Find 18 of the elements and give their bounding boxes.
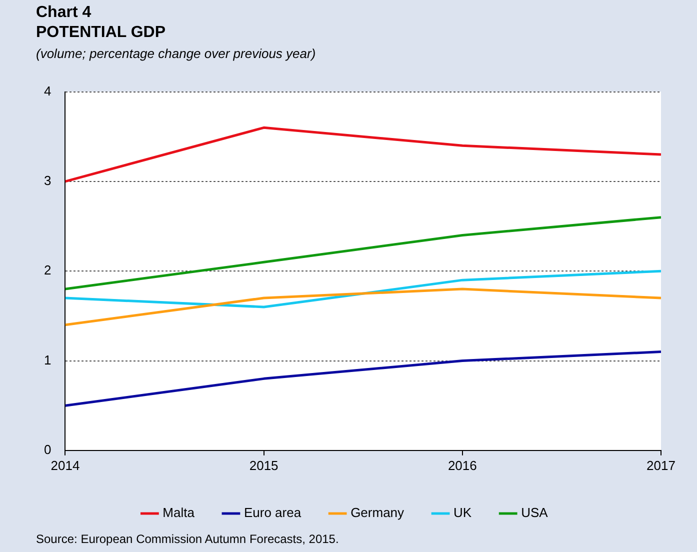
y-tick-label: 3 (44, 173, 52, 188)
y-tick-label: 4 (44, 83, 52, 98)
chart-subtitle: POTENTIAL GDP (36, 24, 166, 42)
legend-label: Euro area (244, 505, 302, 520)
legend-label: USA (521, 505, 548, 520)
x-tick-label: 2017 (646, 458, 676, 473)
x-tick-label: 2015 (249, 458, 278, 473)
legend-label: Germany (350, 505, 405, 520)
legend-label: UK (454, 505, 472, 520)
legend-label: Malta (162, 505, 196, 520)
y-axis-title: (volume; percentage change over previous year) (36, 46, 316, 61)
source-note: Source: European Commission Autumn Forecasts, 2015. (36, 532, 339, 546)
y-tick-label: 2 (44, 262, 52, 278)
chart-title: Chart 4 (36, 4, 92, 22)
y-tick-label: 1 (44, 352, 52, 368)
x-tick-label: 2014 (50, 458, 80, 473)
y-tick-label: 0 (44, 442, 52, 457)
x-tick-label: 2016 (448, 458, 477, 473)
